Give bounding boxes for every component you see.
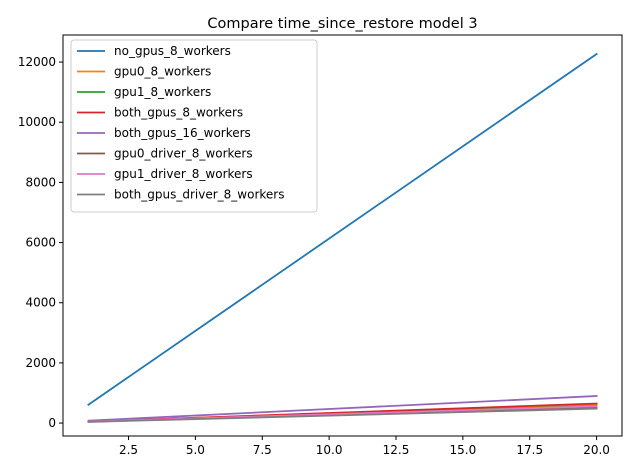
legend-label-gpu1_driver_8_workers: gpu1_driver_8_workers bbox=[114, 167, 253, 181]
legend: no_gpus_8_workers gpu0_8_workers gpu1_8_wo… bbox=[70, 39, 318, 213]
x-tick-label: 20.0 bbox=[583, 443, 610, 457]
x-tick-label: 2.5 bbox=[119, 443, 138, 457]
series-line-both_gpus_16_workers bbox=[87, 395, 598, 422]
series-lines bbox=[87, 52, 598, 423]
x-tick-label: 10.0 bbox=[316, 443, 343, 457]
legend-label-gpu1_8_workers: gpu1_8_workers bbox=[114, 85, 211, 99]
legend-label-no_gpus_8_workers: no_gpus_8_workers bbox=[114, 44, 231, 58]
series-line-both_gpus_driver_8_workers bbox=[87, 407, 598, 423]
y-tick-label: 8000 bbox=[25, 175, 56, 189]
x-tick-label: 12.5 bbox=[383, 443, 410, 457]
series-line-no_gpus_8_workers bbox=[87, 52, 598, 406]
y-tick-label: 2000 bbox=[25, 356, 56, 370]
y-tick-label: 0 bbox=[48, 416, 56, 430]
chart-title: Compare time_since_restore model 3 bbox=[207, 16, 477, 32]
x-tick-label: 5.0 bbox=[186, 443, 205, 457]
axes-frame bbox=[62, 34, 623, 437]
legend-label-both_gpus_8_workers: both_gpus_8_workers bbox=[114, 106, 243, 120]
x-tick-label: 7.5 bbox=[253, 443, 272, 457]
legend-label-gpu0_8_workers: gpu0_8_workers bbox=[114, 65, 211, 79]
y-tick-label: 12000 bbox=[18, 55, 56, 69]
legend-label-gpu0_driver_8_workers: gpu0_driver_8_workers bbox=[114, 147, 253, 161]
axes: 2.5 5.0 7.5 10.0 12.5 15.0 17.5 20.0 0 2000 4000 60… bbox=[18, 34, 623, 457]
x-tick-label: 17.5 bbox=[516, 443, 543, 457]
y-tick-label: 6000 bbox=[25, 236, 56, 250]
legend-box bbox=[70, 39, 318, 213]
y-tick-label: 10000 bbox=[18, 115, 56, 129]
legend-label-both_gpus_16_workers: both_gpus_16_workers bbox=[114, 126, 251, 140]
legend-label-both_gpus_driver_8_workers: both_gpus_driver_8_workers bbox=[114, 188, 284, 202]
y-tick-label: 4000 bbox=[25, 296, 56, 310]
x-tick-label: 15.0 bbox=[449, 443, 476, 457]
